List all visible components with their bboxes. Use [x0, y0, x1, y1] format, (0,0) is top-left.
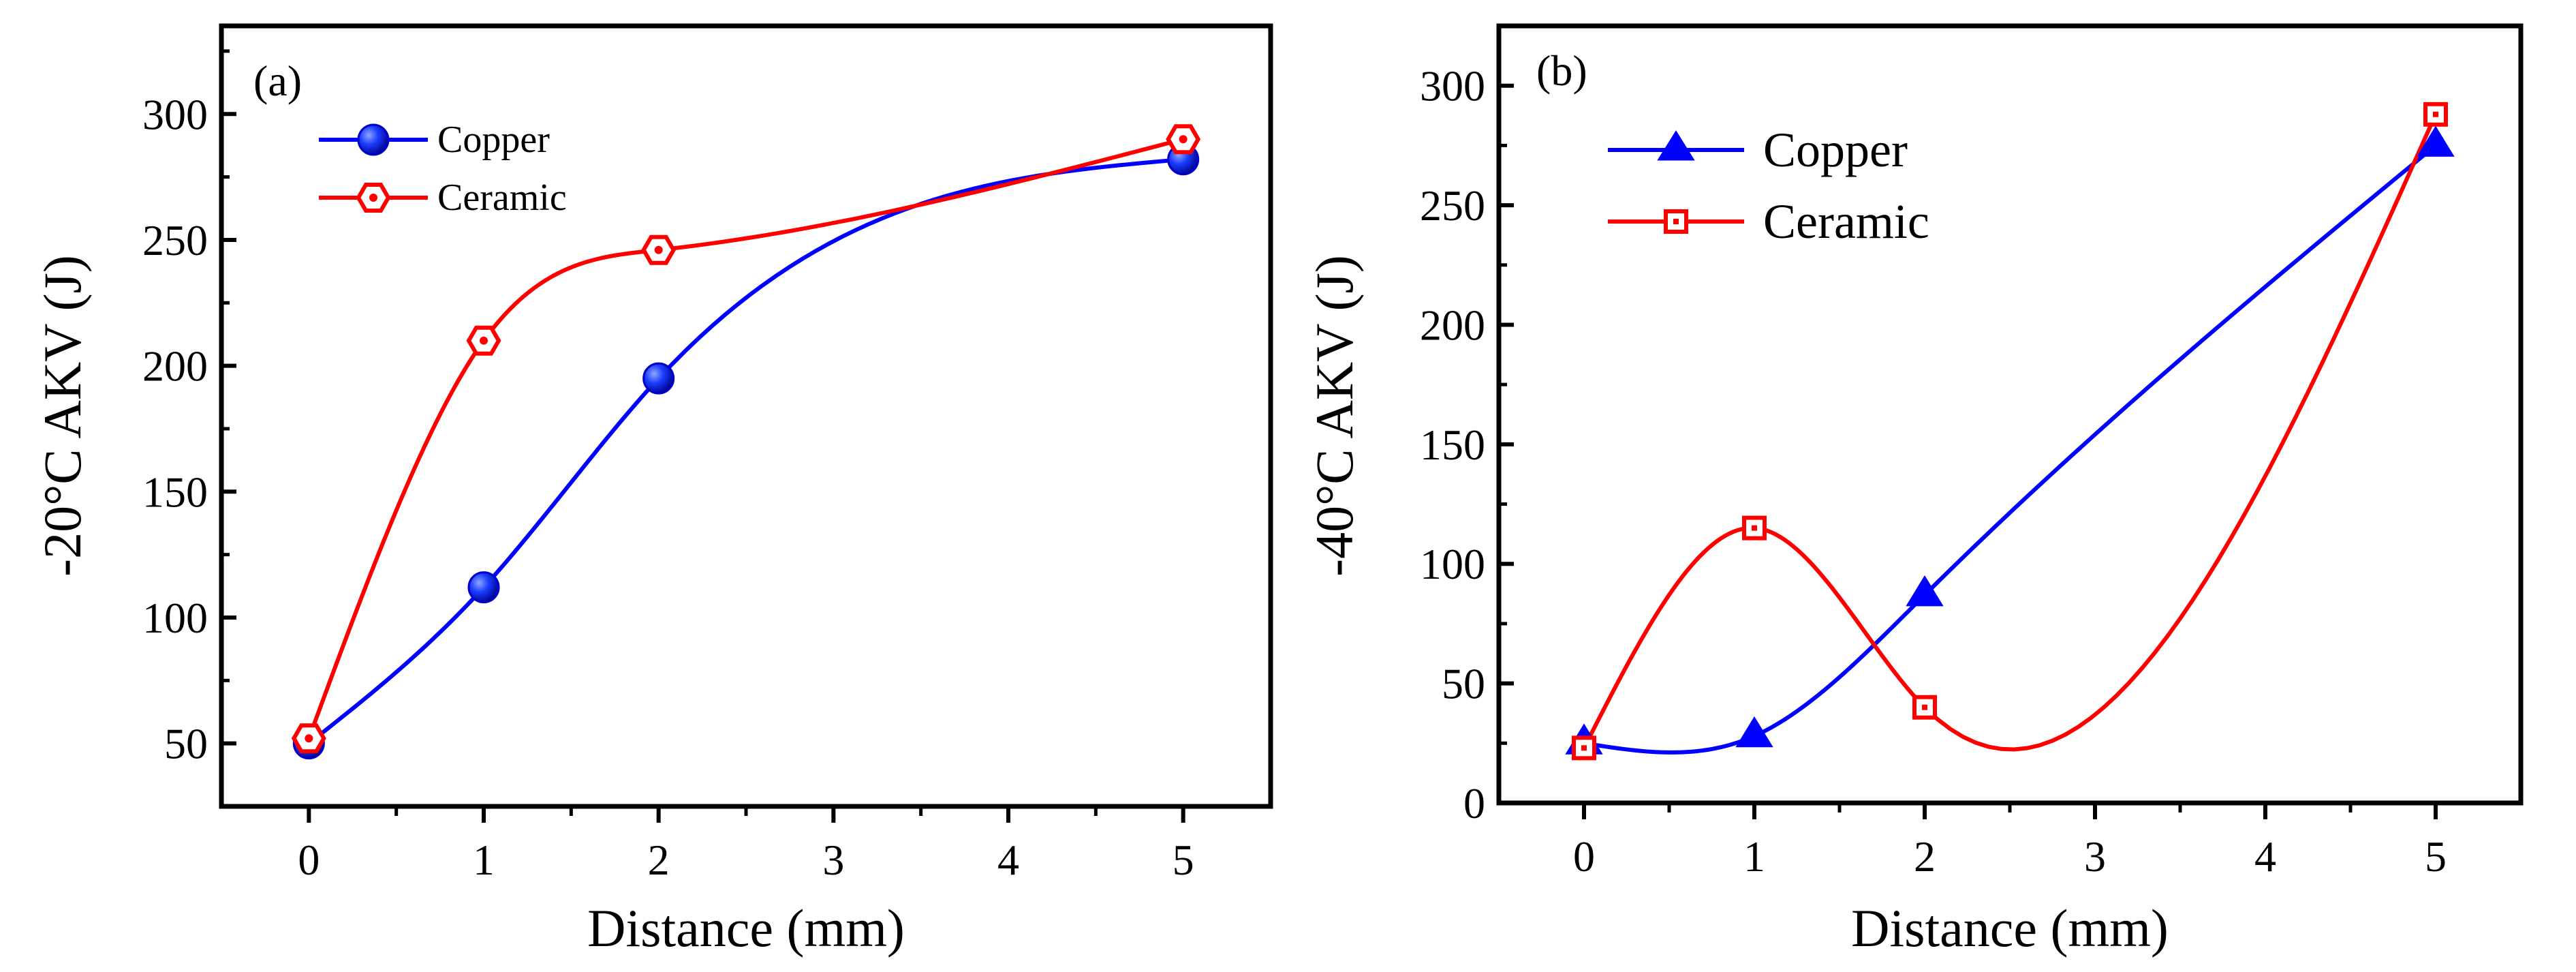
series-line-copper-b: [1583, 144, 2437, 755]
y-tick-label: 150: [1420, 421, 1485, 469]
x-tick-label: 3: [2084, 832, 2106, 881]
chart-panel-a: 50 100 150 200 250 300 0 1 2 3 4 5 (a) Distance (m…: [33, 23, 1273, 958]
x-axis-label-b: Distance (mm): [1851, 898, 2169, 958]
series-a: [291, 124, 1201, 760]
chart-panel-b: 0 50 100 150 200 250 300 0 1 2 3 4 5 (b) Distance (…: [1305, 23, 2524, 958]
panel-label-b: (b): [1536, 46, 1587, 95]
x-axis-label-a: Distance (mm): [587, 898, 905, 958]
data-point-ceramic-b: [1572, 735, 1596, 761]
legend-marker-ceramic-b: [1664, 209, 1688, 234]
y-axis-label-a: -20°C AKV (J): [33, 255, 92, 577]
x-tick-label: 0: [1573, 832, 1595, 881]
y-tick-label: 100: [1420, 540, 1485, 588]
data-point-ceramic-a: [1166, 124, 1201, 155]
x-tick-label: 3: [822, 836, 844, 884]
data-point-copper-a: [467, 571, 500, 604]
data-point-ceramic-a: [291, 723, 326, 754]
series-line-ceramic-b: [1582, 113, 2438, 752]
legend-text-ceramic-b: Ceramic: [1763, 194, 1929, 249]
y-axis-label-b: -40°C AKV (J): [1305, 255, 1364, 577]
x-tick-label: 2: [1914, 832, 1936, 881]
y-tick-label: 50: [1442, 660, 1485, 708]
data-point-copper-b: [2417, 125, 2455, 157]
y-tick-label: 0: [1463, 779, 1485, 827]
legend-item-copper-b: Copper: [1608, 123, 1908, 177]
y-tick-label: 200: [142, 342, 208, 391]
legend-marker-ceramic-a: [356, 183, 391, 213]
y-ticks-a: 50 100 150 200 250 300: [142, 49, 236, 808]
legend-marker-copper-b: [1657, 130, 1695, 161]
x-tick-label: 4: [997, 836, 1019, 884]
data-point-ceramic-b: [1912, 695, 1937, 720]
y-tick-label: 250: [142, 216, 208, 264]
x-tick-label: 5: [1173, 836, 1194, 884]
data-point-copper-b: [1906, 575, 1944, 607]
x-tick-label: 0: [298, 836, 320, 884]
y-tick-label: 300: [142, 90, 208, 138]
legend-marker-copper-a: [357, 123, 390, 156]
plot-frame-b: [1496, 23, 2524, 806]
x-ticks-b: 0 1 2 3 4 5: [1573, 803, 2447, 881]
data-point-ceramic-a: [466, 325, 501, 356]
data-point-copper-b: [1735, 716, 1773, 748]
y-tick-label: 250: [1420, 181, 1485, 230]
series-line-ceramic-a: [307, 137, 1184, 740]
x-tick-label: 1: [473, 836, 495, 884]
legend-a: Copper Ceramic: [319, 119, 567, 219]
y-tick-label: 50: [164, 720, 208, 768]
x-ticks-a: 0 1 2 3 4 5: [298, 806, 1194, 884]
y-tick-label: 200: [1420, 301, 1485, 349]
panel-label-a: (a): [253, 57, 302, 105]
legend-item-copper-a: Copper: [319, 119, 550, 161]
legend-item-ceramic-b: Ceramic: [1608, 194, 1929, 249]
x-tick-label: 2: [648, 836, 670, 884]
y-tick-label: 100: [142, 594, 208, 642]
data-point-ceramic-b: [2423, 102, 2448, 127]
x-tick-label: 5: [2425, 832, 2447, 881]
legend-text-ceramic-a: Ceramic: [437, 177, 567, 219]
legend-text-copper-b: Copper: [1763, 123, 1908, 177]
series-b: [1565, 102, 2455, 761]
legend-text-copper-a: Copper: [437, 119, 550, 161]
x-tick-label: 4: [2254, 832, 2276, 881]
legend-b: Copper Ceramic: [1608, 123, 1929, 249]
data-point-ceramic-b: [1742, 515, 1767, 541]
y-ticks-b: 0 50 100 150 200 250 300: [1420, 24, 1514, 827]
x-tick-label: 1: [1743, 832, 1765, 881]
series-line-copper-a: [307, 157, 1183, 746]
y-tick-label: 300: [1420, 62, 1485, 110]
data-point-copper-a: [642, 362, 675, 395]
y-tick-label: 150: [142, 468, 208, 516]
data-point-ceramic-a: [641, 234, 677, 265]
legend-item-ceramic-a: Ceramic: [319, 177, 567, 219]
